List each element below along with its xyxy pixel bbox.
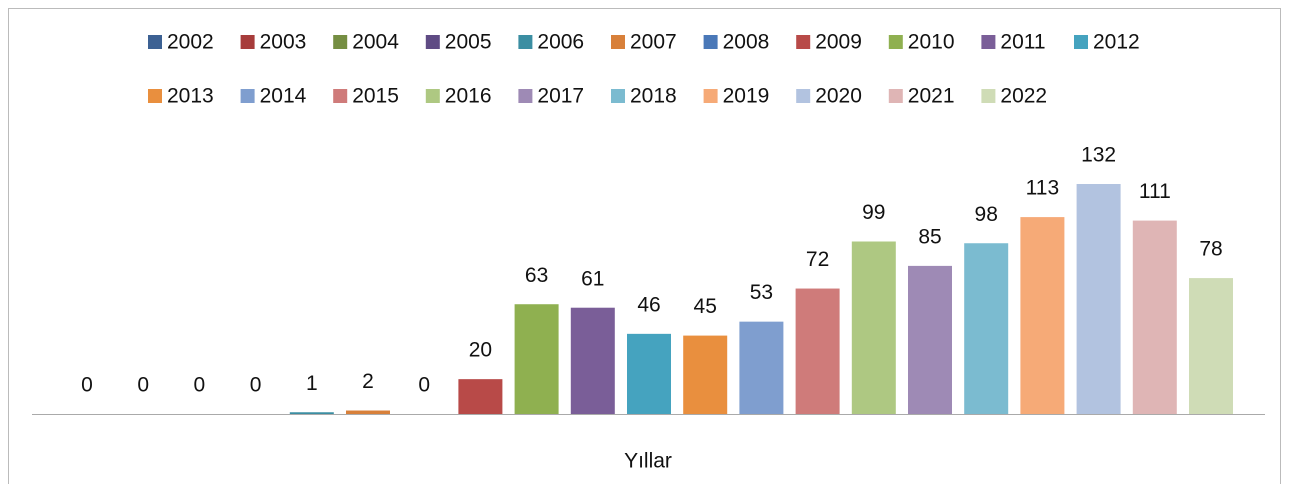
legend-swatch: [518, 89, 533, 103]
data-label: 1: [306, 372, 318, 395]
data-label: 78: [1199, 238, 1222, 261]
data-label: 132: [1081, 144, 1116, 167]
bar: [964, 243, 1009, 414]
bar: [851, 241, 896, 414]
legend-swatch: [240, 35, 255, 49]
data-label: 0: [194, 374, 206, 397]
data-label: 0: [418, 374, 430, 397]
legend-label: 2014: [260, 85, 307, 108]
legend-swatch: [148, 89, 162, 103]
legend-swatch: [333, 89, 348, 103]
bar: [289, 412, 334, 414]
data-label: 63: [525, 264, 548, 287]
data-label: 85: [918, 225, 941, 248]
legend-label: 2016: [445, 85, 492, 108]
legend-label: 2005: [445, 31, 492, 54]
legend-swatch: [240, 89, 255, 103]
bar: [1189, 278, 1233, 414]
data-label: 113: [1026, 177, 1059, 200]
legend-swatch: [981, 89, 996, 103]
data-label: 45: [694, 295, 717, 318]
legend-swatch: [611, 35, 625, 49]
legend-label: 2019: [723, 85, 770, 108]
legend-label: 2009: [815, 31, 862, 54]
legend-swatch: [796, 35, 811, 49]
legend-swatch: [148, 35, 162, 49]
legend-swatch: [425, 89, 440, 103]
x-axis-label: Yıllar: [624, 450, 672, 473]
legend-label: 2020: [815, 85, 862, 108]
legend-label: 2006: [537, 31, 584, 54]
data-label: 2: [362, 370, 374, 393]
data-label: 99: [862, 201, 885, 224]
legend-swatch: [703, 35, 718, 49]
legend-label: 2003: [260, 31, 307, 54]
data-label: 53: [750, 281, 773, 304]
frame: [8, 8, 1281, 484]
legend-swatch: [981, 35, 996, 49]
legend-label: 2018: [630, 85, 677, 108]
legend-swatch: [888, 35, 903, 49]
legend-label: 2015: [352, 85, 399, 108]
legend-label: 2022: [1000, 85, 1047, 108]
legend-label: 2011: [1000, 31, 1045, 54]
legend-swatch: [703, 89, 718, 103]
data-label: 46: [637, 293, 660, 316]
data-label: 0: [81, 374, 93, 397]
bar: [458, 379, 503, 414]
bar: [1132, 220, 1177, 414]
bar: [739, 321, 784, 414]
legend-label: 2013: [167, 85, 214, 108]
legend-label: 2017: [537, 85, 584, 108]
data-label: 72: [806, 248, 829, 271]
bar: [1020, 217, 1065, 414]
legend-label: 2021: [908, 85, 955, 108]
data-label: 0: [137, 374, 149, 397]
data-label: 61: [581, 267, 604, 290]
bar: [570, 307, 615, 414]
legend-swatch: [611, 89, 625, 103]
data-label: 98: [975, 203, 998, 226]
legend-label: 2010: [908, 31, 955, 54]
bar: [795, 288, 840, 414]
data-label: 111: [1139, 180, 1171, 203]
bar: [1076, 184, 1121, 414]
legend-swatch: [425, 35, 440, 49]
legend-swatch: [888, 89, 903, 103]
bar: [908, 265, 952, 414]
bar: [346, 410, 390, 414]
data-label: 0: [250, 374, 262, 397]
legend-label: 2012: [1093, 31, 1140, 54]
legend-label: 2008: [723, 31, 770, 54]
data-label: 20: [469, 339, 492, 362]
bar: [514, 304, 559, 414]
legend-swatch: [1074, 35, 1088, 49]
bar: [683, 335, 728, 414]
legend-swatch: [518, 35, 533, 49]
bar: [627, 333, 671, 414]
legend-label: 2004: [352, 31, 399, 54]
legend-label: 2002: [167, 31, 214, 54]
legend-label: 2007: [630, 31, 677, 54]
legend-swatch: [333, 35, 348, 49]
legend-swatch: [796, 89, 811, 103]
